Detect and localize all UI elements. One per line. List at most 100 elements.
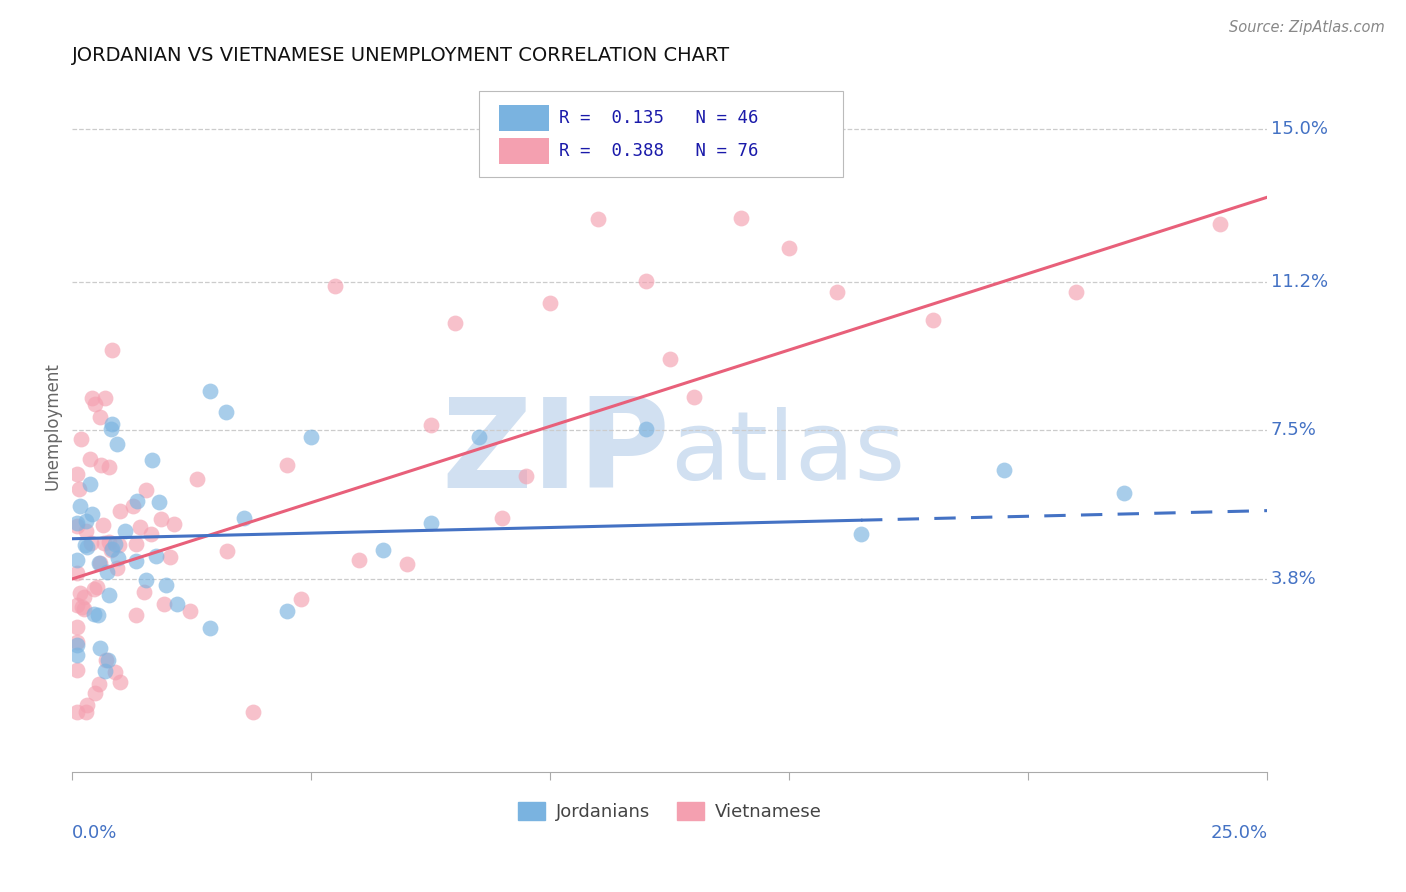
Point	[1112, 485, 1135, 500]
FancyBboxPatch shape	[499, 138, 550, 164]
Point	[166, 597, 188, 611]
Text: 15.0%: 15.0%	[1271, 120, 1327, 138]
Text: R =  0.135   N = 46: R = 0.135 N = 46	[558, 109, 758, 127]
Point	[104, 665, 127, 680]
Point	[825, 285, 848, 299]
Text: ZIP: ZIP	[441, 393, 669, 515]
Point	[127, 493, 149, 508]
Point	[467, 430, 489, 444]
Point	[124, 607, 146, 622]
Point	[83, 686, 105, 700]
Point	[155, 578, 177, 592]
Point	[217, 544, 239, 558]
Point	[87, 677, 110, 691]
Point	[586, 211, 609, 226]
Point	[100, 542, 122, 557]
Point	[491, 511, 513, 525]
Point	[993, 462, 1015, 476]
Point	[70, 600, 93, 615]
Point	[79, 477, 101, 491]
Point	[242, 705, 264, 719]
Point	[101, 542, 124, 557]
Point	[135, 573, 157, 587]
Point	[443, 316, 465, 330]
Point	[66, 635, 89, 649]
Point	[105, 561, 128, 575]
Point	[91, 517, 114, 532]
Point	[323, 279, 346, 293]
Point	[121, 499, 143, 513]
Text: atlas: atlas	[669, 408, 905, 500]
Point	[97, 653, 120, 667]
Point	[347, 553, 370, 567]
Point	[75, 524, 97, 538]
Point	[87, 556, 110, 570]
Point	[66, 598, 89, 612]
Point	[778, 241, 800, 255]
Point	[125, 536, 148, 550]
Point	[104, 537, 127, 551]
Point	[198, 621, 221, 635]
Point	[730, 211, 752, 225]
Point	[87, 607, 110, 622]
Point	[66, 705, 89, 719]
Point	[198, 384, 221, 398]
Point	[634, 421, 657, 435]
Point	[66, 553, 89, 567]
Text: JORDANIAN VS VIETNAMESE UNEMPLOYMENT CORRELATION CHART: JORDANIAN VS VIETNAMESE UNEMPLOYMENT COR…	[72, 46, 730, 65]
Point	[89, 410, 111, 425]
Point	[129, 520, 152, 534]
Point	[141, 453, 163, 467]
Point	[70, 432, 93, 446]
Text: Source: ZipAtlas.com: Source: ZipAtlas.com	[1229, 20, 1385, 35]
Point	[80, 535, 103, 549]
Point	[371, 542, 394, 557]
Point	[135, 483, 157, 498]
Point	[233, 511, 256, 525]
Point	[299, 430, 322, 444]
Point	[66, 518, 89, 533]
Point	[79, 452, 101, 467]
Point	[682, 390, 704, 404]
Point	[124, 554, 146, 568]
Point	[148, 495, 170, 509]
Point	[66, 467, 89, 482]
Point	[76, 698, 98, 713]
Point	[538, 296, 561, 310]
Point	[100, 421, 122, 435]
Point	[66, 664, 89, 678]
Point	[276, 458, 298, 472]
Y-axis label: Unemployment: Unemployment	[44, 362, 60, 491]
Point	[66, 566, 89, 580]
Point	[145, 549, 167, 563]
Point	[395, 557, 418, 571]
Point	[75, 514, 97, 528]
Point	[72, 602, 94, 616]
Point	[69, 500, 91, 514]
Point	[98, 588, 121, 602]
Point	[153, 597, 176, 611]
Point	[93, 391, 115, 405]
Point	[110, 675, 132, 690]
Point	[107, 550, 129, 565]
Point	[94, 653, 117, 667]
Point	[84, 397, 107, 411]
Point	[108, 504, 131, 518]
FancyBboxPatch shape	[499, 105, 550, 131]
Point	[97, 535, 120, 549]
Point	[515, 469, 537, 483]
Point	[101, 417, 124, 432]
Point	[150, 512, 173, 526]
Point	[75, 705, 97, 719]
Point	[108, 537, 131, 551]
Point	[66, 516, 89, 531]
Point	[80, 507, 103, 521]
Text: R =  0.388   N = 76: R = 0.388 N = 76	[558, 142, 758, 161]
Point	[90, 458, 112, 472]
Point	[94, 664, 117, 678]
Point	[105, 436, 128, 450]
Point	[75, 538, 97, 552]
Point	[1064, 285, 1087, 300]
Text: 0.0%: 0.0%	[72, 823, 118, 842]
Point	[276, 604, 298, 618]
